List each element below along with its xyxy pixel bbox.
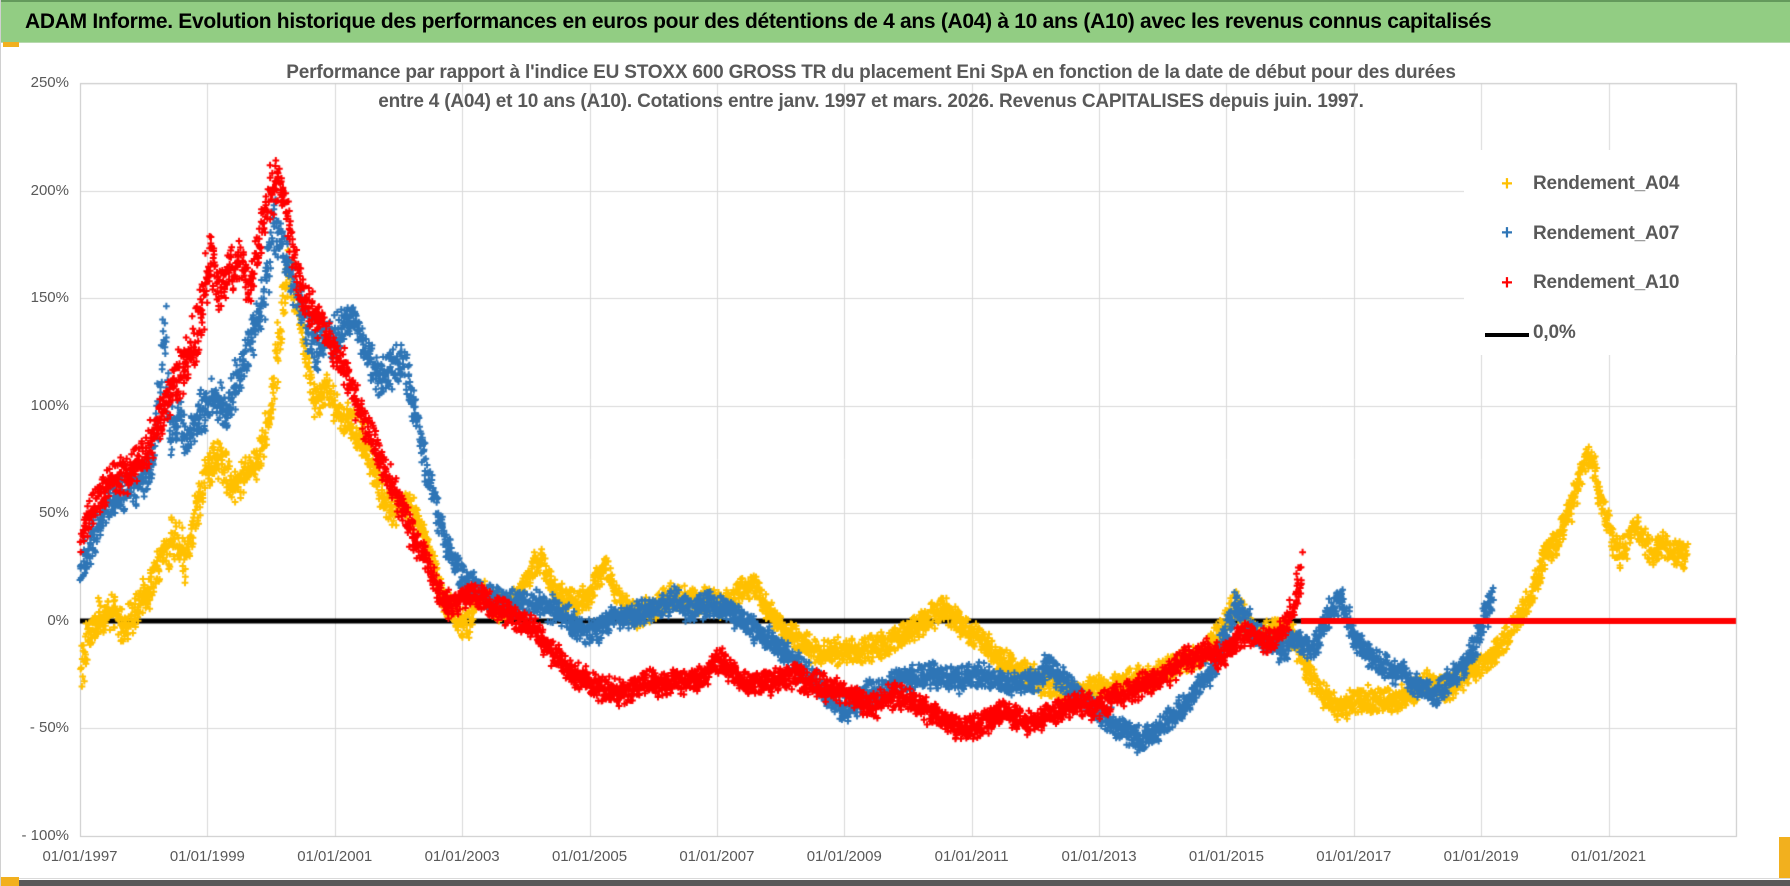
legend-item-rendement-a04[interactable]: + Rendement_A04 xyxy=(1481,170,1731,198)
y-axis-tick-label: 100% xyxy=(30,396,69,414)
x-axis-tick-label: 01/01/1997 xyxy=(42,848,118,865)
y-axis-tick-label: 0% xyxy=(47,611,69,629)
plus-marker-icon: + xyxy=(1481,273,1533,294)
zero-line-swatch xyxy=(1485,333,1529,338)
legend-item-0-0-[interactable]: 0,0% xyxy=(1481,319,1731,347)
y-axis-tick-label: 50% xyxy=(38,504,69,522)
y-axis-tick-label: 250% xyxy=(30,74,69,92)
x-axis-tick-label: 01/01/1999 xyxy=(169,848,245,865)
x-axis-tick-label: 01/01/2009 xyxy=(806,848,882,865)
plus-marker-icon: + xyxy=(1481,174,1533,195)
plus-marker-icon: + xyxy=(1481,223,1533,244)
x-axis-tick-label: 01/01/2013 xyxy=(1061,848,1137,865)
bottom-divider-line xyxy=(1,878,1790,879)
y-axis-tick-label: 200% xyxy=(30,181,69,199)
x-axis-tick-label: 01/01/2007 xyxy=(679,848,755,865)
x-axis-tick-label: 01/01/2011 xyxy=(934,848,1009,865)
x-axis-tick-label: 01/01/2015 xyxy=(1188,848,1264,865)
legend-line-swatch xyxy=(1481,324,1533,342)
x-axis-tick-label: 01/01/2005 xyxy=(551,848,628,865)
plus-marker-icon: + xyxy=(1501,172,1513,195)
legend-label: Rendement_A04 xyxy=(1533,173,1680,194)
legend-label: 0,0% xyxy=(1533,322,1576,344)
y-axis-tick-label: 150% xyxy=(30,289,69,307)
y-axis-tick-label: - 50% xyxy=(29,719,69,737)
x-axis-tick-label: 01/01/2003 xyxy=(424,848,500,865)
chart-title-line2: entre 4 (A04) et 10 ans (A10). Cotations… xyxy=(378,91,1364,112)
legend-background xyxy=(1464,150,1736,355)
y-axis-tick-label: - 100% xyxy=(21,826,69,844)
x-axis-tick-label: 01/01/2017 xyxy=(1316,848,1392,865)
yellow-accent-bottom-left xyxy=(1,877,19,886)
bottom-status-strip xyxy=(1,880,1790,886)
legend-item-rendement-a07[interactable]: + Rendement_A07 xyxy=(1481,220,1731,248)
legend-item-rendement-a10[interactable]: + Rendement_A10 xyxy=(1481,269,1731,297)
x-axis-tick-label: 01/01/2021 xyxy=(1571,848,1647,865)
plus-marker-icon: + xyxy=(1501,222,1513,245)
legend-label: Rendement_A10 xyxy=(1533,272,1680,294)
x-axis-tick-label: 01/01/2001 xyxy=(297,848,373,865)
x-axis-tick-label: 01/01/2019 xyxy=(1443,848,1519,865)
chart-title-line1: Performance par rapport à l'indice EU ST… xyxy=(286,62,1456,83)
yellow-accent-right-edge xyxy=(1779,837,1790,878)
chart-title: Performance par rapport à l'indice EU ST… xyxy=(151,58,1591,116)
legend-label: Rendement_A07 xyxy=(1533,222,1680,244)
plus-marker-icon: + xyxy=(1501,271,1513,294)
